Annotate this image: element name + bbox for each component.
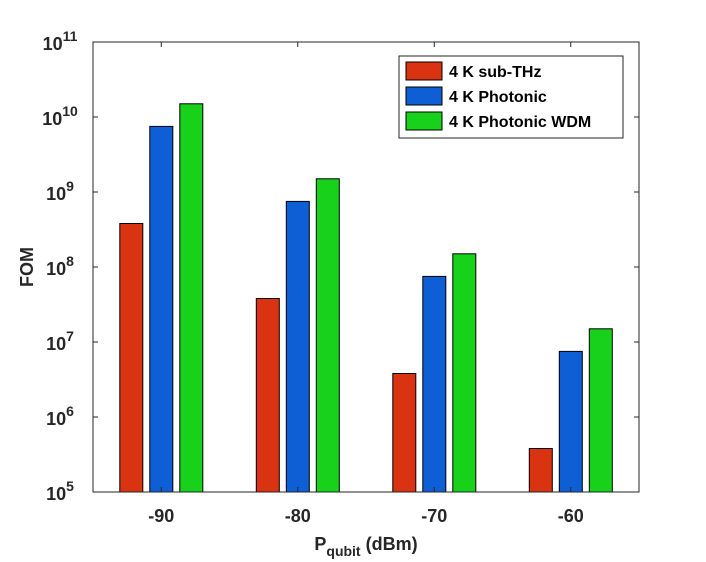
y-tick-label-6: 106 bbox=[46, 403, 74, 429]
bar-4-k-photonic-m60 bbox=[558, 350, 583, 493]
x-tick-label-1: -80 bbox=[285, 506, 311, 526]
bar-4-k-sub-thz-m60 bbox=[528, 448, 553, 493]
y-tick-label-11: 1011 bbox=[43, 28, 78, 54]
y-tick-label-7: 107 bbox=[46, 328, 74, 354]
x-tick-label-2: -70 bbox=[421, 506, 447, 526]
x-axis-label-unit: (dBm) bbox=[361, 534, 418, 554]
x-tick-label-3: -60 bbox=[558, 506, 584, 526]
bar-4-k-sub-thz-m80 bbox=[255, 298, 280, 493]
legend-label-4-k-photonic: 4 K Photonic bbox=[449, 89, 547, 106]
bar-4-k-sub-thz-m90 bbox=[119, 223, 144, 493]
legend: 4 K sub-THz 4 K Photonic 4 K Photonic WDM bbox=[398, 55, 624, 139]
x-axis-label: Pqubit (dBm) bbox=[314, 534, 417, 559]
bar-4-k-sub-thz-m70 bbox=[392, 373, 417, 493]
x-axis-label-subscript: qubit bbox=[326, 543, 361, 559]
bar-4-k-photonic-m80 bbox=[285, 200, 310, 493]
bar-4-k-photonic-wdm-m60 bbox=[588, 328, 613, 493]
x-tick-label-0: -90 bbox=[148, 506, 174, 526]
bar-4-k-photonic-m90 bbox=[149, 125, 174, 493]
y-tick-label-10: 1010 bbox=[42, 103, 78, 129]
bar-4-k-photonic-wdm-m90 bbox=[179, 103, 204, 493]
legend-swatch-4-k-sub-thz bbox=[405, 61, 443, 81]
y-tick-label-8: 108 bbox=[46, 253, 74, 279]
legend-label-4-k-photonic-wdm: 4 K Photonic WDM bbox=[449, 114, 591, 131]
y-axis: 105 106 107 108 109 1010 1011 bbox=[42, 28, 639, 504]
bar-4-k-photonic-wdm-m80 bbox=[315, 178, 340, 493]
bar-4-k-photonic-m70 bbox=[422, 275, 447, 493]
legend-swatch-4-k-photonic-wdm bbox=[405, 111, 443, 131]
bar-4-k-photonic-wdm-m70 bbox=[452, 253, 477, 493]
bars-group bbox=[119, 103, 613, 493]
x-axis-label-main: P bbox=[314, 534, 326, 554]
legend-label-4-k-sub-thz: 4 K sub-THz bbox=[449, 64, 541, 81]
y-tick-label-5: 105 bbox=[46, 478, 74, 504]
y-tick-label-9: 109 bbox=[46, 178, 74, 204]
x-axis: -90 -80 -70 -60 bbox=[148, 42, 584, 526]
y-axis-label: FOM bbox=[17, 247, 37, 287]
legend-swatch-4-k-photonic bbox=[405, 86, 443, 106]
